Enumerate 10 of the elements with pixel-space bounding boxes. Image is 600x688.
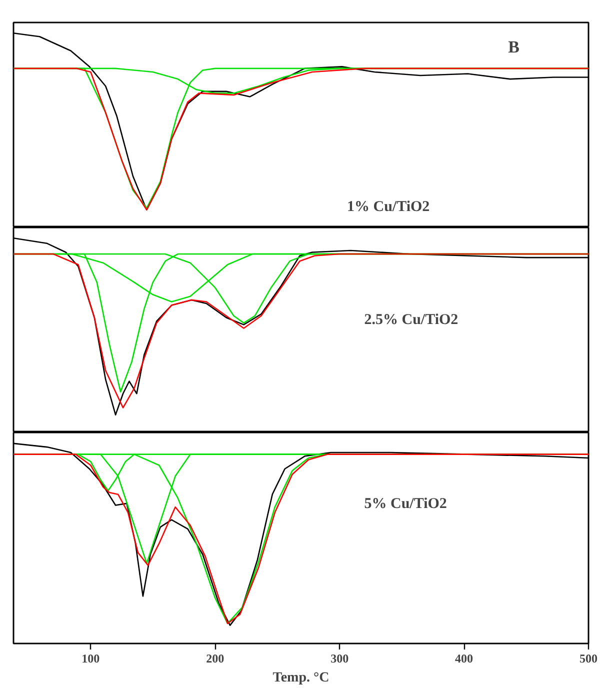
annotation: B (508, 38, 520, 57)
annotation: 1% Cu/TiO2 (347, 199, 430, 215)
x-tick-label: 400 (455, 652, 474, 666)
annotation: 5% Cu/TiO2 (364, 496, 447, 512)
annotation: 2.5% Cu/TiO2 (364, 312, 458, 328)
x-tick-label: 200 (206, 652, 224, 666)
x-axis-title: Temp. °C (272, 670, 330, 686)
x-tick-label: 500 (580, 652, 598, 666)
x-tick-label: 300 (330, 652, 349, 666)
x-tick-label: 100 (82, 652, 100, 666)
